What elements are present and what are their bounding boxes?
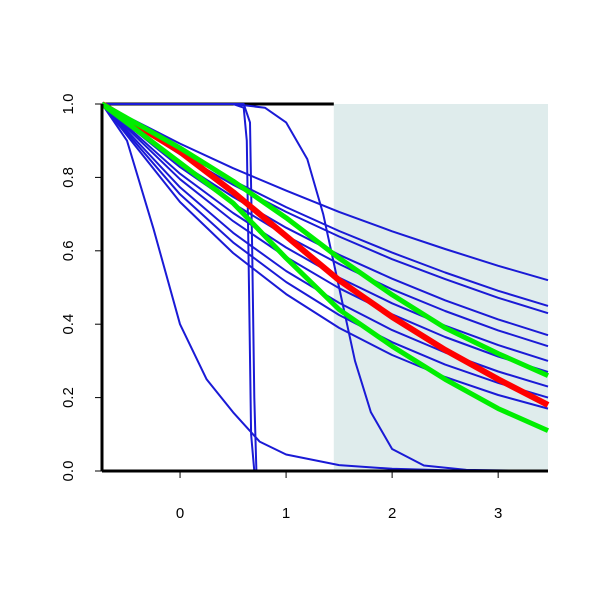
line <box>101 103 549 282</box>
y-tick-label: 0.2 <box>60 387 77 408</box>
x-tick-label: 0 <box>176 505 184 522</box>
y-tick-label: 1.0 <box>60 94 77 115</box>
line <box>102 103 549 472</box>
line <box>100 101 550 408</box>
line <box>101 103 549 399</box>
line <box>100 101 550 378</box>
x-tick-label: 1 <box>282 505 290 522</box>
y-tick-label: 0.4 <box>60 314 77 335</box>
x-tick-label: 2 <box>388 505 396 522</box>
line <box>100 102 550 433</box>
line <box>101 103 549 410</box>
line <box>101 103 549 388</box>
line <box>101 103 549 472</box>
x-tick-label: 3 <box>494 505 502 522</box>
y-tick-label: 0.6 <box>60 240 77 261</box>
y-tick-label: 0.8 <box>60 167 77 188</box>
y-tick-label: 0.0 <box>60 461 77 482</box>
